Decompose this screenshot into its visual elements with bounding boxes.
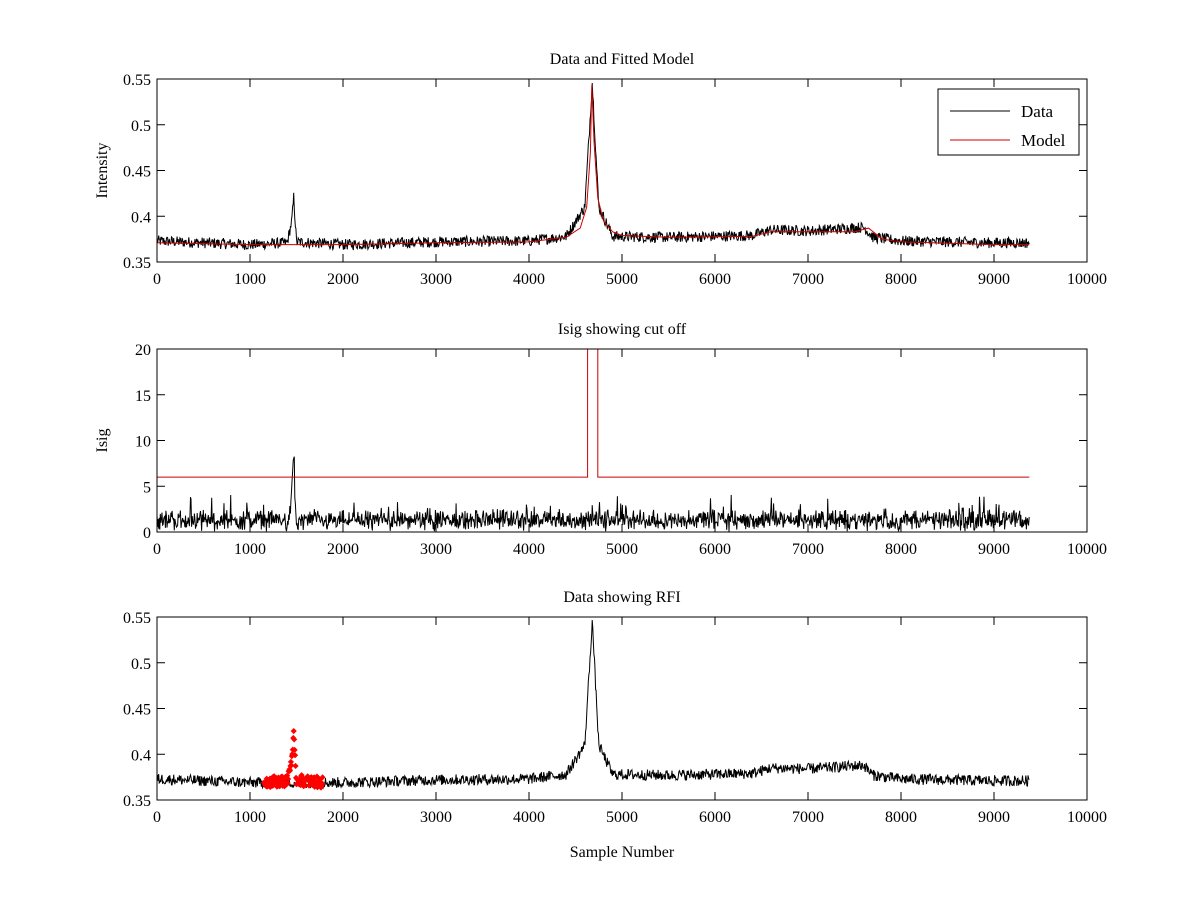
rfi-point	[291, 736, 298, 743]
x-tick-label: 5000	[606, 541, 638, 558]
x-tick-label: 9000	[978, 541, 1010, 558]
y-tick-label: 0.35	[123, 793, 151, 810]
x-tick-label: 1000	[234, 541, 266, 558]
series-line-1	[157, 619, 1030, 790]
x-tick-label: 7000	[792, 271, 824, 288]
plot-area	[157, 619, 1030, 791]
chart-panel-3: Data showing RFI 0 1000 2000 3000 4000 5000 600…	[123, 589, 1107, 861]
x-tick-label: 10000	[1067, 541, 1107, 558]
x-tick-label: 1000	[234, 809, 266, 826]
x-tick-label: 3000	[420, 809, 452, 826]
plot-area	[157, 349, 1030, 532]
x-tick-label: 0	[153, 541, 161, 558]
plot-area	[157, 82, 1030, 252]
y-tick-label: 5	[143, 479, 151, 496]
y-tick-label: 0.35	[123, 255, 151, 272]
legend: Data Model	[937, 88, 1080, 156]
legend-box	[937, 88, 1080, 156]
y-tick-label: 0.4	[131, 747, 151, 764]
y-tick-label: 0.5	[131, 118, 151, 135]
legend-label-2: Model	[1021, 131, 1066, 150]
x-tick-label: 9000	[978, 271, 1010, 288]
x-tick-label: 2000	[327, 541, 359, 558]
y-tick-label: 0.5	[131, 656, 151, 673]
x-tick-label: 3000	[420, 271, 452, 288]
rfi-point	[292, 762, 299, 770]
rfi-point	[319, 774, 326, 781]
rfi-point	[301, 782, 308, 789]
x-tick-label: 8000	[885, 541, 917, 558]
x-tick-label: 1000	[234, 271, 266, 288]
rfi-point	[290, 727, 297, 735]
x-tick-label: 7000	[792, 809, 824, 826]
chart-panel-2: Isig showing cut off 0 1000 2000 3000 4000 500…	[94, 321, 1107, 558]
x-axis-label: Sample Number	[570, 844, 675, 861]
rfi-point	[285, 775, 292, 783]
y-tick-label: 20	[135, 342, 151, 359]
y-tick-label: 10	[135, 434, 151, 451]
x-tick-label: 10000	[1067, 809, 1107, 826]
x-tick-label: 4000	[513, 271, 545, 288]
series-line-2	[157, 349, 1030, 478]
series-line-1	[157, 456, 1030, 532]
y-tick-label: 0.45	[123, 702, 151, 719]
rfi-point	[292, 752, 299, 759]
x-tick-label: 4000	[513, 809, 545, 826]
x-tick-label: 8000	[885, 809, 917, 826]
y-tick-label: 0.4	[131, 209, 151, 226]
legend-label-1: Data	[1021, 102, 1054, 121]
x-tick-label: 5000	[606, 809, 638, 826]
x-tick-label: 5000	[606, 271, 638, 288]
y-tick-label: 15	[135, 388, 151, 405]
rfi-point	[284, 780, 291, 787]
x-tick-label: 6000	[699, 809, 731, 826]
x-tick-label: 6000	[699, 271, 731, 288]
x-tick-label: 6000	[699, 541, 731, 558]
series-line-2	[157, 85, 1030, 246]
rfi-point	[288, 762, 295, 769]
rfi-point	[291, 746, 298, 754]
x-tick-label: 2000	[327, 271, 359, 288]
y-tick-label: 0.45	[123, 164, 151, 181]
rfi-point	[319, 781, 326, 788]
y-tick-label: 0	[143, 525, 151, 542]
y-axis-label: Intensity	[94, 143, 111, 199]
x-tick-label: 0	[153, 271, 161, 288]
axes-frame	[156, 348, 1088, 533]
chart-title: Data and Fitted Model	[550, 51, 695, 68]
x-tick-label: 0	[153, 809, 161, 826]
x-tick-label: 10000	[1067, 271, 1107, 288]
x-tick-label: 3000	[420, 541, 452, 558]
x-tick-label: 7000	[792, 541, 824, 558]
rfi-markers	[260, 727, 326, 791]
rfi-point	[286, 767, 294, 774]
y-tick-label: 0.55	[123, 72, 151, 89]
x-tick-label: 2000	[327, 809, 359, 826]
y-tick-label: 0.55	[123, 610, 151, 627]
chart-title: Data showing RFI	[563, 589, 680, 606]
chart-title: Isig showing cut off	[558, 321, 687, 338]
x-tick-label: 8000	[885, 271, 917, 288]
x-tick-label: 4000	[513, 541, 545, 558]
x-tick-label: 9000	[978, 809, 1010, 826]
chart-panel-1: Data and Fitted Model 0 1000 2000 3000 4000 50…	[94, 51, 1107, 288]
y-axis-label: Isig	[94, 429, 111, 453]
